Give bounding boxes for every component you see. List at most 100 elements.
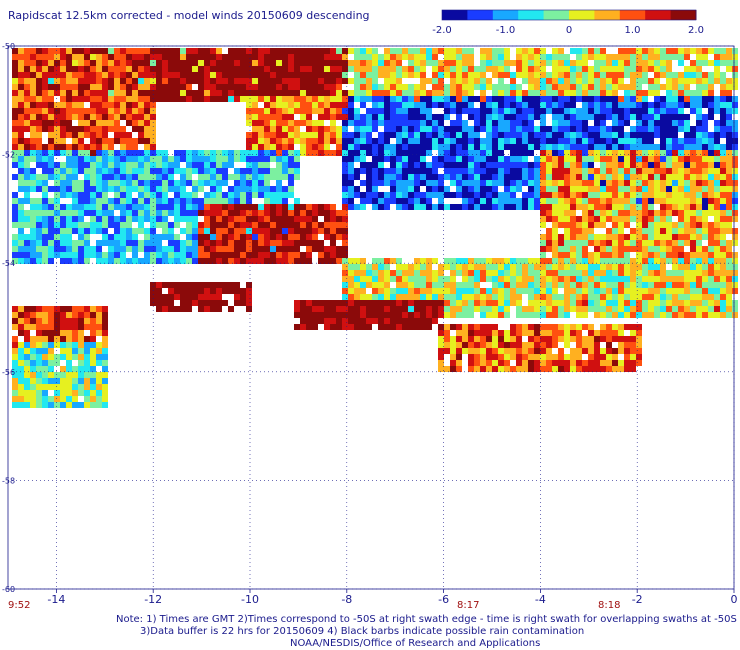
heatmap-cell (60, 222, 66, 228)
heatmap-cell (732, 216, 738, 222)
heatmap-cell (180, 198, 186, 204)
heatmap-cell (540, 324, 546, 330)
heatmap-cell (42, 90, 48, 96)
heatmap-cell (18, 402, 24, 408)
heatmap-cell (552, 162, 558, 168)
heatmap-cell (690, 228, 696, 234)
heatmap-cell (576, 90, 582, 96)
heatmap-cell (666, 78, 672, 84)
heatmap-cell (186, 246, 192, 252)
heatmap-cell (600, 204, 606, 210)
heatmap-cell (474, 348, 480, 354)
heatmap-cell (96, 144, 102, 150)
heatmap-cell (390, 162, 396, 168)
heatmap-cell (630, 138, 636, 144)
heatmap-cell (282, 246, 288, 252)
heatmap-cell (720, 222, 726, 228)
heatmap-cell (330, 48, 336, 54)
heatmap-cell (594, 186, 600, 192)
heatmap-cell (708, 192, 714, 198)
heatmap-cell (222, 204, 228, 210)
heatmap-cell (732, 240, 738, 246)
heatmap-cell (552, 168, 558, 174)
heatmap-cell (618, 348, 624, 354)
heatmap-cell (84, 378, 90, 384)
heatmap-cell (72, 378, 78, 384)
heatmap-cell (252, 204, 258, 210)
heatmap-cell (96, 396, 102, 402)
heatmap-cell (306, 252, 312, 258)
heatmap-cell (642, 54, 648, 60)
heatmap-cell (66, 186, 72, 192)
heatmap-cell (540, 204, 546, 210)
heatmap-cell (468, 360, 474, 366)
heatmap-cell (36, 312, 42, 318)
heatmap-cell (486, 366, 492, 372)
heatmap-cell (330, 102, 336, 108)
heatmap-cell (228, 252, 234, 258)
heatmap-cell (612, 126, 618, 132)
heatmap-cell (606, 348, 612, 354)
heatmap-cell (666, 276, 672, 282)
heatmap-cell (696, 48, 702, 54)
heatmap-cell (150, 150, 156, 156)
heatmap-cell (54, 390, 60, 396)
heatmap-cell (66, 402, 72, 408)
heatmap-cell (342, 318, 348, 324)
heatmap-cell (606, 168, 612, 174)
heatmap-cell (624, 168, 630, 174)
heatmap-cell (204, 252, 210, 258)
heatmap-cell (90, 402, 96, 408)
heatmap-cell (546, 60, 552, 66)
heatmap-cell (720, 276, 726, 282)
heatmap-cell (420, 324, 426, 330)
heatmap-cell (96, 66, 102, 72)
heatmap-cell (720, 48, 726, 54)
heatmap-cell (702, 132, 708, 138)
heatmap-cell (60, 384, 66, 390)
heatmap-cell (408, 114, 414, 120)
heatmap-cell (402, 126, 408, 132)
heatmap-cell (438, 336, 444, 342)
heatmap-cell (12, 90, 18, 96)
heatmap-cell (420, 192, 426, 198)
heatmap-cell (30, 96, 36, 102)
heatmap-cell (24, 96, 30, 102)
heatmap-cell (384, 132, 390, 138)
heatmap-cell (522, 48, 528, 54)
heatmap-cell (18, 354, 24, 360)
heatmap-cell (612, 258, 618, 264)
heatmap-cell (210, 72, 216, 78)
heatmap-cell (96, 90, 102, 96)
heatmap-cell (462, 288, 468, 294)
heatmap-cell (150, 102, 156, 108)
heatmap-cell (252, 66, 258, 72)
heatmap-cell (726, 300, 732, 306)
heatmap-cell (696, 180, 702, 186)
heatmap-cell (522, 144, 528, 150)
heatmap-cell (342, 288, 348, 294)
heatmap-cell (486, 348, 492, 354)
heatmap-cell (54, 126, 60, 132)
heatmap-cell (672, 144, 678, 150)
heatmap-cell (588, 78, 594, 84)
heatmap-cell (618, 216, 624, 222)
heatmap-cell (450, 150, 456, 156)
heatmap-cell (246, 210, 252, 216)
heatmap-cell (504, 180, 510, 186)
heatmap-cell (282, 126, 288, 132)
heatmap-cell (78, 324, 84, 330)
heatmap-cell (390, 198, 396, 204)
heatmap-cell (180, 258, 186, 264)
heatmap-cell (702, 90, 708, 96)
heatmap-cell (558, 156, 564, 162)
heatmap-cell (60, 66, 66, 72)
heatmap-cell (624, 186, 630, 192)
heatmap-cell (78, 228, 84, 234)
heatmap-cell (36, 378, 42, 384)
colorbar-swatch (645, 10, 672, 20)
heatmap-cell (522, 306, 528, 312)
heatmap-cell (84, 150, 90, 156)
heatmap-cell (516, 282, 522, 288)
heatmap-cell (588, 180, 594, 186)
